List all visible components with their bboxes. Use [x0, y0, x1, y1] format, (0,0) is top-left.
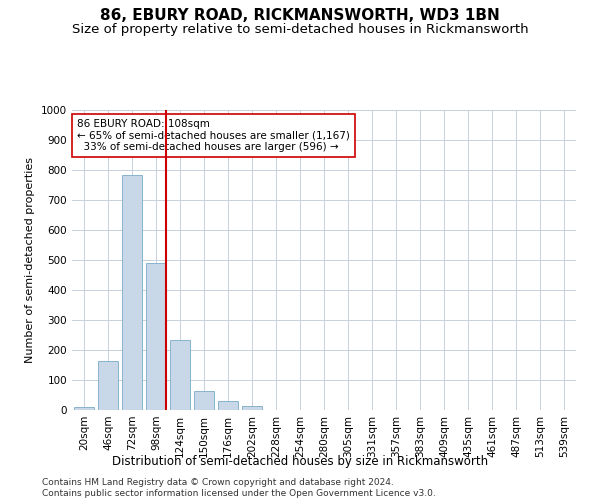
- Text: Size of property relative to semi-detached houses in Rickmansworth: Size of property relative to semi-detach…: [71, 22, 529, 36]
- Y-axis label: Number of semi-detached properties: Number of semi-detached properties: [25, 157, 35, 363]
- Bar: [170, 340, 190, 410]
- Bar: [146, 263, 166, 410]
- Bar: [218, 401, 238, 410]
- Bar: [98, 360, 118, 410]
- Text: 86, EBURY ROAD, RICKMANSWORTH, WD3 1BN: 86, EBURY ROAD, RICKMANSWORTH, WD3 1BN: [100, 8, 500, 22]
- Text: Distribution of semi-detached houses by size in Rickmansworth: Distribution of semi-detached houses by …: [112, 455, 488, 468]
- Bar: [122, 174, 142, 410]
- Text: Contains HM Land Registry data © Crown copyright and database right 2024.
Contai: Contains HM Land Registry data © Crown c…: [42, 478, 436, 498]
- Text: 86 EBURY ROAD: 108sqm
← 65% of semi-detached houses are smaller (1,167)
  33% of: 86 EBURY ROAD: 108sqm ← 65% of semi-deta…: [77, 119, 350, 152]
- Bar: [242, 406, 262, 410]
- Bar: [74, 407, 94, 410]
- Bar: [194, 390, 214, 410]
